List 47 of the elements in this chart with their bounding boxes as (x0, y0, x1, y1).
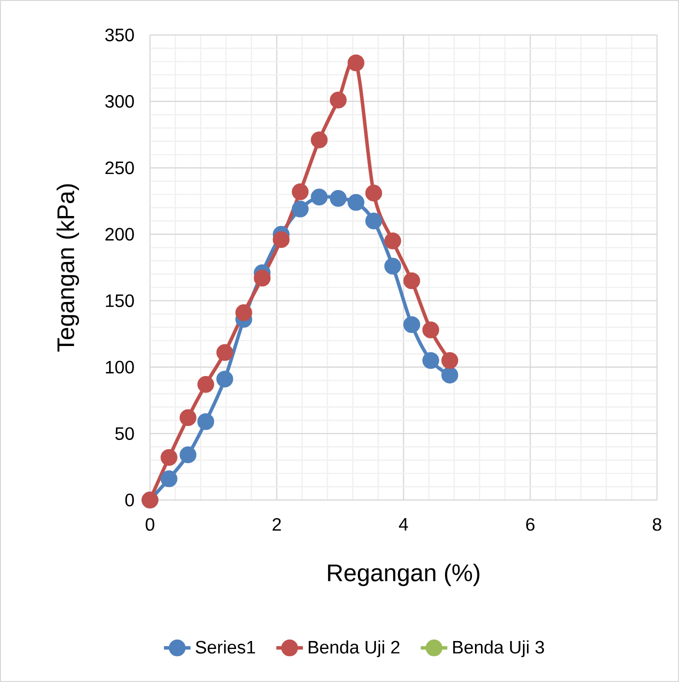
point (365, 212, 382, 230)
point (197, 376, 214, 393)
point (384, 258, 402, 275)
point (422, 322, 440, 338)
point (254, 270, 271, 287)
point (197, 413, 214, 430)
y-tick-label: 50 (115, 427, 134, 440)
point (310, 188, 328, 206)
legend-label: Benda Uji 2 (308, 640, 400, 658)
x-axis-title: Regangan (%) (328, 564, 480, 586)
point (330, 190, 347, 207)
point (180, 446, 196, 464)
legend-label: Benda Uji 3 (453, 640, 544, 658)
point (348, 194, 364, 211)
point (403, 272, 420, 290)
y-tick-label: 300 (105, 95, 134, 108)
y-tick-label: 0 (125, 494, 134, 506)
point (180, 409, 196, 426)
point (348, 54, 364, 72)
point (292, 183, 309, 200)
x-tick-label: 0 (146, 518, 154, 531)
point (422, 352, 440, 369)
legend-label: Series1 (196, 640, 256, 654)
point (441, 352, 458, 369)
point (441, 366, 458, 384)
x-tick-label: 6 (526, 518, 534, 531)
y-tick-label: 350 (105, 28, 134, 42)
y-tick-label: 250 (105, 161, 134, 174)
y-tick-label: 150 (106, 294, 134, 308)
point (160, 470, 178, 488)
point (160, 449, 178, 466)
y-tick-label: 100 (106, 360, 134, 374)
point (216, 370, 234, 388)
point (310, 132, 328, 148)
point (272, 231, 290, 248)
point (365, 184, 382, 202)
point (403, 316, 420, 334)
point (330, 92, 347, 108)
point (216, 344, 234, 361)
point (235, 304, 252, 322)
y-tick-label: 200 (105, 228, 134, 241)
point (292, 200, 309, 218)
x-tick-label: 2 (272, 518, 281, 531)
y-axis-title: Tegangan (kPa) (56, 184, 80, 352)
point (384, 232, 402, 250)
x-tick-label: 8 (652, 518, 662, 531)
x-tick-label: 4 (398, 518, 408, 530)
